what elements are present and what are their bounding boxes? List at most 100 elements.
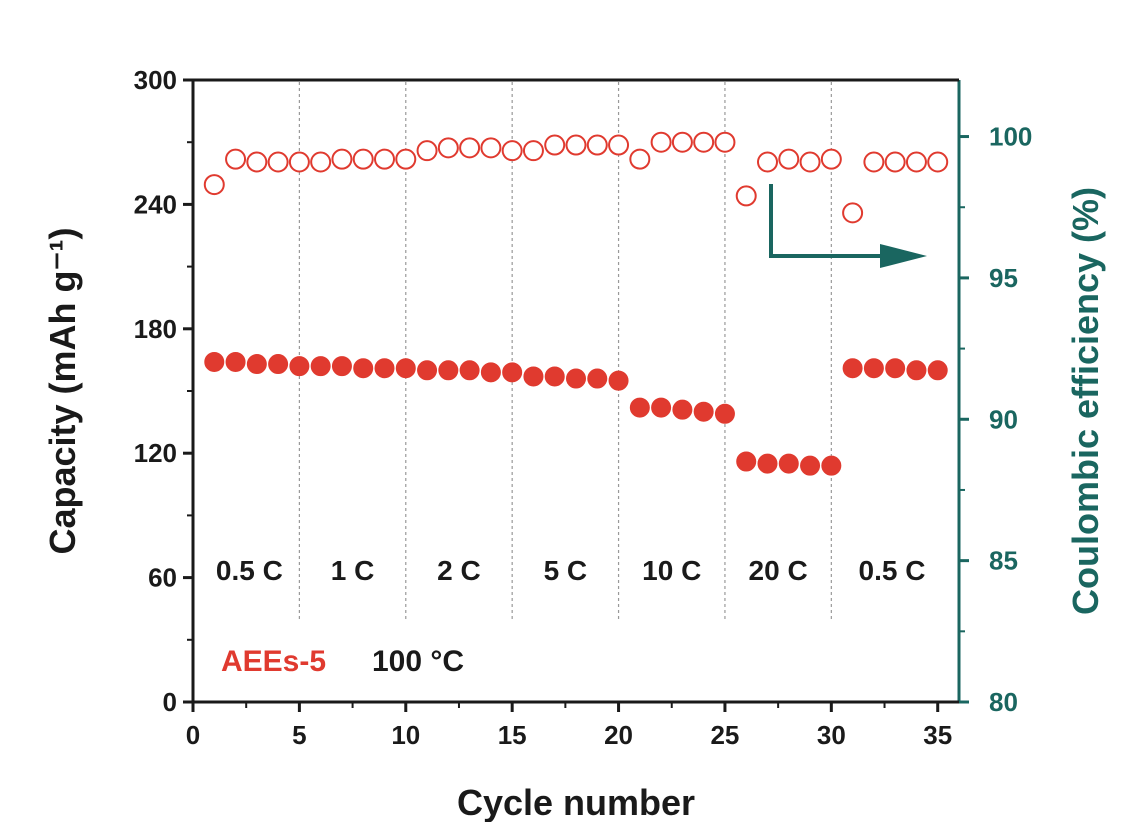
y-left-tick-label: 120 [134,438,177,468]
y-left-tick-label: 180 [134,314,177,344]
capacity-point [438,360,459,381]
efficiency-point [203,174,225,196]
efficiency-point [480,137,502,159]
efficiency-point [799,151,821,173]
tick-marks: 0 5 10 15 20 25 30 35 0 60 120 180 240 300 80 85 90 95 100 [134,65,1033,750]
capacity-point [246,354,267,375]
y-left-tick-label: 60 [148,563,177,593]
x-tick-label: 35 [923,720,952,750]
capacity-point [629,397,650,418]
efficiency-point [565,134,587,156]
efficiency-point [693,131,715,153]
capacity-point [587,368,608,389]
efficiency-point [374,148,395,170]
x-tick-label: 10 [391,720,420,750]
efficiency-point [671,131,693,153]
capacity-point [268,354,289,375]
efficiency-point [395,148,417,170]
capacity-point [651,397,672,418]
y-left-tick-label: 0 [163,687,177,717]
efficiency-point [863,151,885,173]
rate-label: 1 C [331,555,375,586]
efficiency-point [820,148,842,170]
efficiency-point [352,148,374,170]
rate-labels: 0.5 C 1 C 2 C 5 C 10 C 20 C 0.5 C [216,555,926,586]
data-points [203,131,949,476]
efficiency-point [905,151,927,173]
efficiency-point [437,137,459,159]
efficiency-point [927,151,949,173]
efficiency-point [778,148,800,170]
efficiency-point [225,148,247,170]
capacity-point [906,360,927,381]
capacity-point [523,366,544,387]
x-tick-label: 25 [710,720,739,750]
efficiency-point [757,151,778,173]
efficiency-point [331,148,353,170]
x-tick-label: 0 [186,720,200,750]
axes [191,78,961,704]
legend-condition: 100 °C [372,645,464,678]
y-right-tick-label: 95 [989,263,1018,293]
capacity-point [736,451,757,472]
capacity-point [757,453,778,474]
efficiency-point [310,151,332,173]
y-left-tick-label: 240 [134,189,177,219]
rate-label: 0.5 C [859,555,926,586]
efficiency-point [459,137,481,159]
capacity-point [800,455,821,476]
capacity-point [821,455,842,476]
capacity-point [927,360,948,381]
efficiency-point [501,140,523,162]
capacity-point [672,399,693,420]
capacity-point [693,401,714,422]
capacity-point [331,356,352,377]
rate-label: 5 C [544,555,588,586]
efficiency-point [586,134,608,156]
capacity-point [885,358,906,379]
rate-label: 20 C [749,555,808,586]
y-left-tick-label: 300 [134,65,177,95]
efficiency-point [522,140,544,162]
efficiency-point [650,131,672,153]
efficiency-point [629,148,651,170]
rate-label: 2 C [437,555,481,586]
capacity-point [289,356,310,377]
capacity-point [778,453,799,474]
y-right-axis-title: Coulombic efficiency (%) [1065,187,1106,615]
efficiency-point [714,131,736,153]
capacity-point [608,370,629,391]
capacity-point [566,368,586,389]
rate-label: 0.5 C [216,555,283,586]
capacity-point [225,351,246,372]
efficiency-point [246,151,268,173]
capacity-point [480,362,501,383]
capacity-point [310,356,331,377]
capacity-point [395,358,416,379]
efficiency-point [288,151,310,173]
efficiency-point [735,185,757,207]
efficiency-point [608,134,630,156]
efficiency-point [884,151,906,173]
efficiency-point [544,134,566,156]
efficiency-point [416,140,438,162]
capacity-point [544,366,565,387]
x-tick-label: 20 [604,720,633,750]
y-right-tick-label: 85 [989,546,1018,576]
capacity-point [374,358,395,379]
efficiency-point [267,151,289,173]
capacity-point [502,362,523,383]
efficiency-axis-arrow [769,184,927,268]
capacity-point [842,358,863,379]
x-tick-label: 30 [817,720,846,750]
capacity-point [863,358,884,379]
x-tick-label: 5 [292,720,306,750]
x-tick-label: 15 [498,720,527,750]
capacity-point [353,358,374,379]
y-right-tick-label: 100 [989,122,1032,152]
efficiency-point [842,202,864,224]
legend-sample-name: AEEs-5 [221,645,326,678]
x-axis-title: Cycle number [457,782,695,822]
y-left-axis-title: Capacity (mAh g⁻¹) [42,227,83,554]
